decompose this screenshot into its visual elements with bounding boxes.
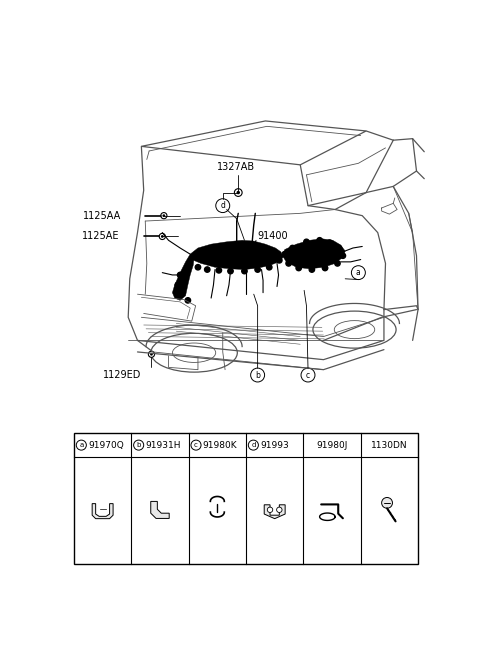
Circle shape [276, 257, 282, 263]
Circle shape [161, 235, 164, 238]
Circle shape [323, 265, 328, 271]
Text: 1125AE: 1125AE [82, 231, 119, 242]
Bar [74, 433, 418, 564]
Text: 1327AB: 1327AB [216, 162, 255, 172]
Circle shape [336, 246, 342, 251]
Circle shape [159, 233, 166, 240]
Circle shape [178, 272, 183, 278]
Circle shape [276, 507, 282, 512]
Polygon shape [172, 254, 194, 301]
Circle shape [296, 265, 301, 271]
Text: 1130DN: 1130DN [371, 441, 408, 449]
Circle shape [162, 214, 165, 217]
Circle shape [304, 239, 309, 244]
Polygon shape [282, 239, 345, 269]
Text: c: c [306, 371, 310, 379]
Circle shape [340, 253, 346, 258]
Text: a: a [79, 442, 84, 448]
Polygon shape [190, 240, 283, 270]
Circle shape [266, 265, 272, 270]
Text: 1129ED: 1129ED [103, 370, 141, 380]
Text: b: b [255, 371, 260, 379]
Circle shape [148, 351, 155, 358]
Text: 91993: 91993 [260, 441, 288, 449]
Polygon shape [264, 505, 285, 519]
Circle shape [175, 282, 180, 288]
Circle shape [185, 297, 191, 303]
Circle shape [195, 265, 201, 270]
Text: 91980K: 91980K [203, 441, 237, 449]
Text: 91980J: 91980J [316, 441, 348, 449]
Circle shape [309, 267, 314, 272]
Circle shape [351, 266, 365, 280]
Circle shape [191, 440, 201, 450]
Circle shape [255, 267, 260, 272]
Circle shape [242, 269, 247, 274]
Text: 91970Q: 91970Q [88, 441, 124, 449]
Circle shape [301, 368, 315, 382]
Circle shape [234, 189, 242, 196]
Circle shape [175, 291, 180, 297]
Text: a: a [356, 268, 361, 277]
Text: 1125AA: 1125AA [83, 211, 121, 221]
Text: 91400: 91400 [258, 231, 288, 242]
Text: d: d [251, 442, 255, 448]
Circle shape [286, 261, 291, 266]
Circle shape [150, 353, 153, 356]
Circle shape [161, 213, 167, 219]
Circle shape [237, 191, 240, 195]
Circle shape [335, 261, 340, 266]
Text: b: b [136, 442, 141, 448]
Text: c: c [194, 442, 198, 448]
Circle shape [133, 440, 144, 450]
Circle shape [267, 507, 273, 512]
Circle shape [382, 498, 393, 508]
Text: d: d [220, 201, 225, 210]
Circle shape [327, 240, 333, 246]
Circle shape [228, 269, 233, 274]
Text: 91931H: 91931H [145, 441, 181, 449]
Circle shape [290, 246, 295, 251]
Circle shape [317, 238, 323, 243]
Polygon shape [92, 504, 113, 519]
Circle shape [282, 252, 288, 257]
Polygon shape [151, 502, 169, 518]
Circle shape [76, 440, 86, 450]
Circle shape [248, 440, 258, 450]
Circle shape [251, 368, 264, 382]
Circle shape [204, 267, 210, 272]
Circle shape [216, 268, 222, 273]
Circle shape [216, 198, 230, 213]
